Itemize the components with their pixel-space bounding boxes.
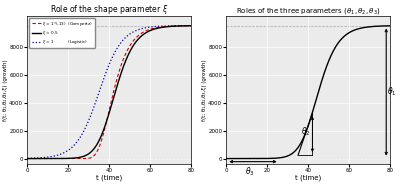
X-axis label: t (time): t (time) xyxy=(96,175,122,181)
Y-axis label: f(t; θ₁,θ₂,θ₃,ξ) (growth): f(t; θ₁,θ₂,θ₃,ξ) (growth) xyxy=(3,59,8,121)
Text: $\theta_3$: $\theta_3$ xyxy=(246,166,255,178)
Y-axis label: f(t; θ₁,θ₂,θ₃,ξ) (growth): f(t; θ₁,θ₂,θ₃,ξ) (growth) xyxy=(202,59,207,121)
Text: $\theta_1$: $\theta_1$ xyxy=(387,86,397,98)
Legend: $\xi$ = 1*(-13)  (Gompertz), $\xi$ = 0.5, $\xi$ = 1           (Logistic): $\xi$ = 1*(-13) (Gompertz), $\xi$ = 0.5,… xyxy=(30,18,95,48)
X-axis label: t (time): t (time) xyxy=(295,175,322,181)
Title: Roles of the three parameters $(\theta_1,\theta_2,\theta_3)$: Roles of the three parameters $(\theta_1… xyxy=(236,6,381,16)
Text: $\theta_2$: $\theta_2$ xyxy=(301,125,311,138)
Title: Role of the shape parameter $\xi$: Role of the shape parameter $\xi$ xyxy=(50,3,168,16)
